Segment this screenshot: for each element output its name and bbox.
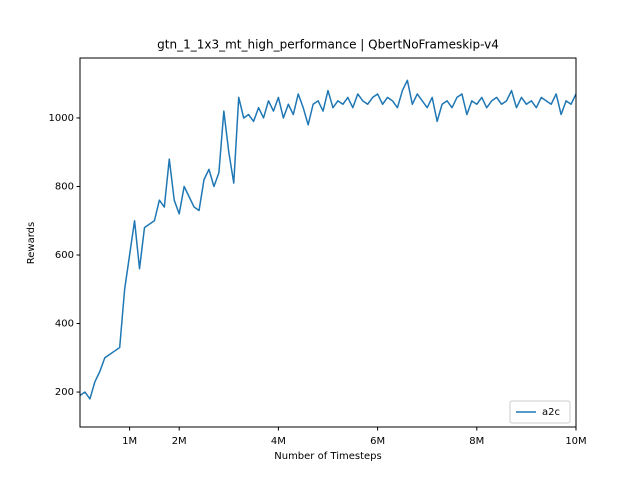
x-tick-label: 2M [172,436,187,447]
x-axis-label: Number of Timesteps [274,451,381,462]
y-tick-label: 600 [55,250,74,261]
x-tick-label: 4M [271,436,286,447]
x-tick-label: 1M [122,436,137,447]
plot-area [79,79,577,400]
x-tick-label: 8M [469,436,484,447]
y-tick-label: 400 [55,319,74,330]
y-tick-label: 1000 [49,113,74,124]
legend-box [509,400,571,424]
x-tick-label: 6M [370,436,385,447]
y-tick-label: 800 [55,181,74,192]
axes-frame [79,57,577,428]
chart-title: gtn_1_1x3_mt_high_performance | QbertNoF… [157,38,499,52]
x-tick-label: 10M [565,436,586,447]
data-line [79,79,577,400]
y-axis-label: Rewards [26,222,37,264]
y-tick-label: 200 [55,387,74,398]
legend-label: a2c [542,407,560,418]
